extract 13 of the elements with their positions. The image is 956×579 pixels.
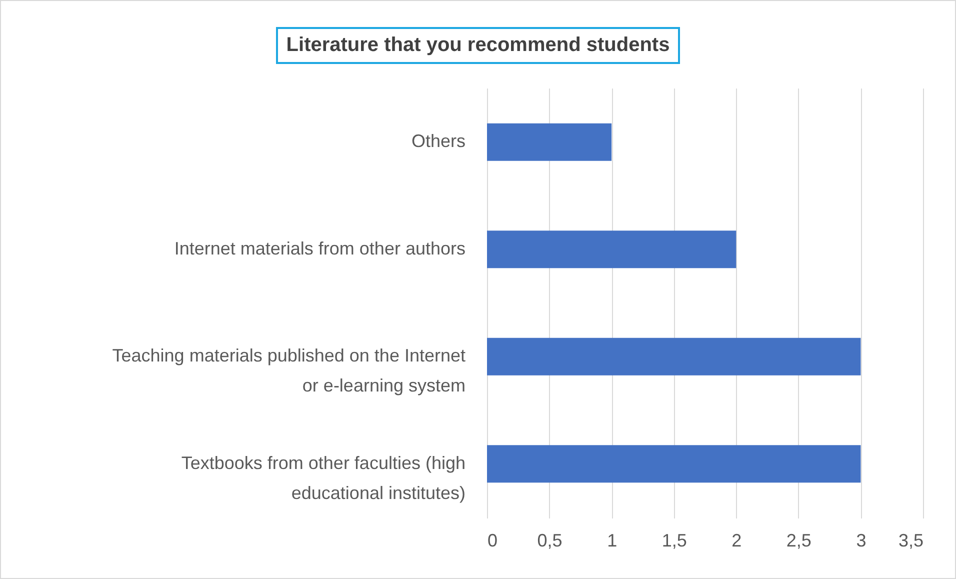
x-tick-label: 0 [488, 530, 498, 550]
x-tick-label: 0,5 [537, 530, 562, 550]
x-tick-label: 1,5 [662, 530, 687, 550]
x-tick-label: 2 [732, 530, 742, 550]
y-tick-label: Textbooks from other faculties (high educational institutes) [181, 452, 466, 503]
y-tick-label: Teaching materials published on the Internet or e-learning system [112, 346, 466, 396]
x-tick-label: 3 [856, 530, 866, 550]
y-tick-label: Internet materials from other authors [174, 238, 466, 258]
chart-title: Literature that you recommend students [276, 27, 680, 64]
y-tick-label: Others [411, 131, 466, 152]
x-tick-label: 2,5 [786, 530, 812, 550]
x-tick-label: 1 [607, 530, 618, 550]
x-tick-label: 3,5 [898, 530, 924, 550]
